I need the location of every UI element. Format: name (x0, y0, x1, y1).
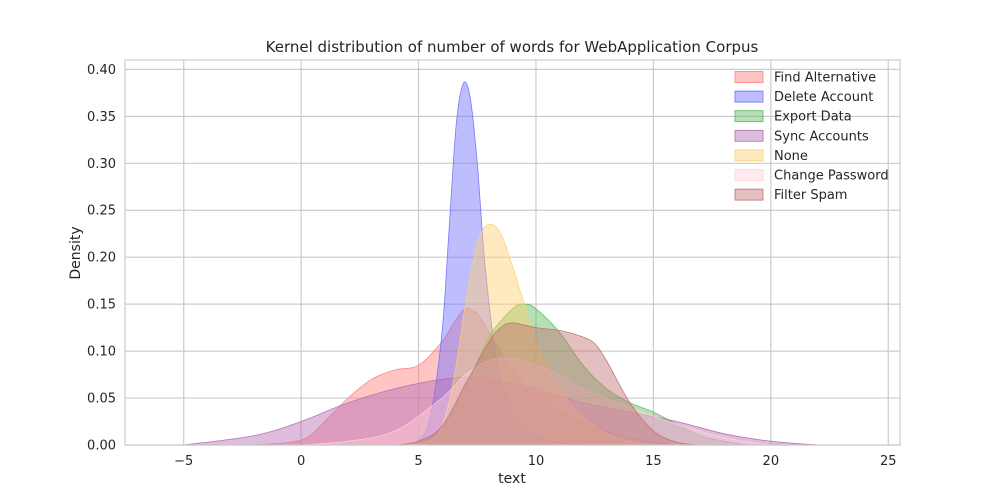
density-line-delete-account (395, 81, 584, 446)
legend-swatch-find-alternative (734, 71, 764, 83)
series-layer (183, 81, 818, 446)
density-line-sync-accounts (183, 377, 818, 446)
legend-label-change-password: Change Password (774, 169, 889, 184)
density-area-find-alternative (254, 308, 677, 445)
grid (125, 60, 900, 446)
x-tick-label: −5 (174, 454, 193, 469)
x-tick-label: 10 (528, 454, 545, 469)
density-area-delete-account (395, 81, 583, 445)
legend-swatch-export-data (734, 110, 764, 123)
legend-swatch-change-password (734, 169, 764, 181)
tick-labels: −5 0 5 10 15 20 25 0.00 0.05 0.10 0.15 0.20 0.25 0.30… (87, 63, 896, 469)
legend-swatch-filter-spam (734, 188, 764, 201)
y-tick-label: 0.00 (87, 439, 116, 454)
y-tick-label: 0.20 (87, 251, 116, 266)
legend-label-export-data: Export Data (774, 110, 852, 125)
legend-label-filter-spam: Filter Spam (774, 188, 847, 203)
density-line-find-alternative (254, 307, 677, 446)
legend-swatch-delete-account (734, 90, 764, 103)
density-area-none (406, 223, 654, 445)
y-tick-label: 0.25 (87, 204, 116, 219)
density-area-change-password (301, 358, 771, 445)
x-tick-label: 20 (763, 454, 780, 469)
y-axis-label: Density (68, 226, 84, 279)
density-line-change-password (301, 357, 771, 446)
legend: Find Alternative Delete Account Export Dat… (734, 71, 889, 203)
legend-label-sync-accounts: Sync Accounts (774, 129, 869, 144)
x-tick-label: 25 (880, 454, 897, 469)
x-axis-label: text (498, 471, 526, 487)
density-area-sync-accounts (183, 377, 818, 445)
y-tick-label: 0.10 (87, 345, 116, 360)
x-tick-label: 5 (414, 454, 422, 469)
legend-label-delete-account: Delete Account (774, 90, 873, 105)
x-tick-label: 15 (645, 454, 662, 469)
density-line-export-data (395, 303, 748, 446)
x-tick-label: 0 (297, 454, 305, 469)
legend-label-find-alternative: Find Alternative (774, 71, 876, 86)
y-tick-label: 0.15 (87, 298, 116, 313)
y-tick-label: 0.05 (87, 392, 116, 407)
y-tick-label: 0.40 (87, 63, 116, 78)
density-line-filter-spam (395, 322, 701, 446)
chart-title: Kernel distribution of number of words f… (266, 38, 759, 56)
legend-swatch-none (734, 149, 764, 162)
legend-label-none: None (774, 149, 808, 164)
y-tick-label: 0.30 (87, 157, 116, 172)
y-tick-label: 0.35 (87, 110, 116, 125)
legend-swatch-sync-accounts (734, 129, 764, 142)
density-area-filter-spam (395, 322, 701, 445)
plot-frame (124, 59, 901, 446)
density-area-export-data (395, 304, 748, 445)
density-line-none (406, 223, 654, 446)
